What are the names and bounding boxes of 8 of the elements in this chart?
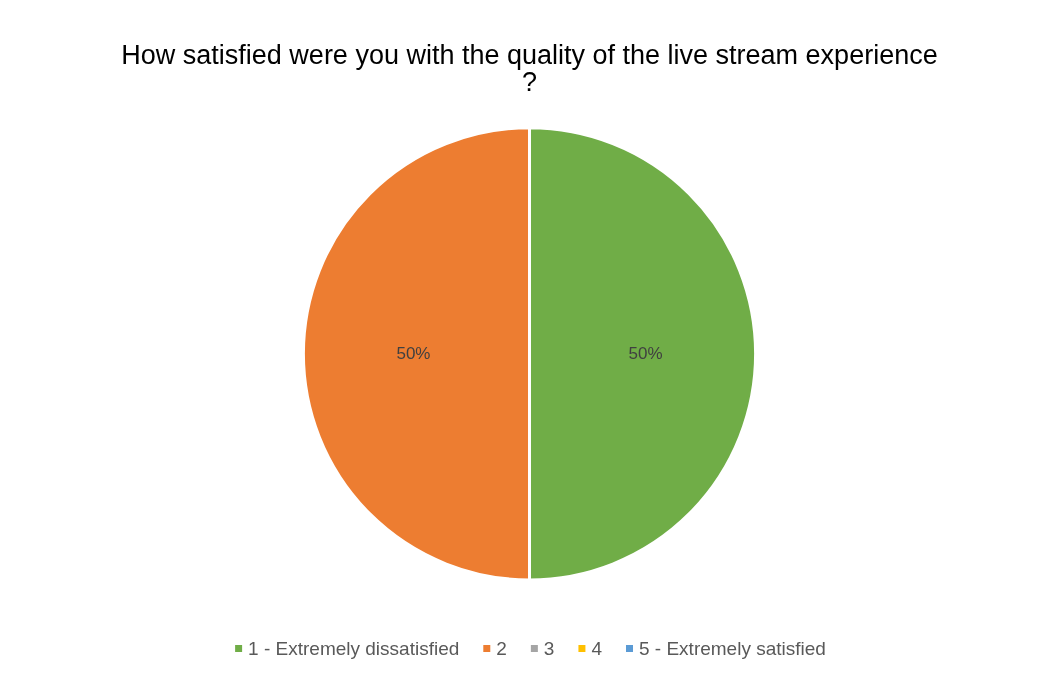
chart-title: How satisfied were you with the quality of the live stream experience? [121, 39, 938, 97]
legend-label: 1 - Extremely dissatisfied [248, 638, 460, 659]
legend-label: 4 [591, 638, 603, 659]
legend-label: 3 [543, 638, 555, 659]
data-label: 50% [396, 344, 431, 364]
data-label: 50% [628, 344, 663, 364]
legend-label: 5 - Extremely satisfied [638, 638, 826, 659]
legend-label: 2 [496, 638, 507, 659]
